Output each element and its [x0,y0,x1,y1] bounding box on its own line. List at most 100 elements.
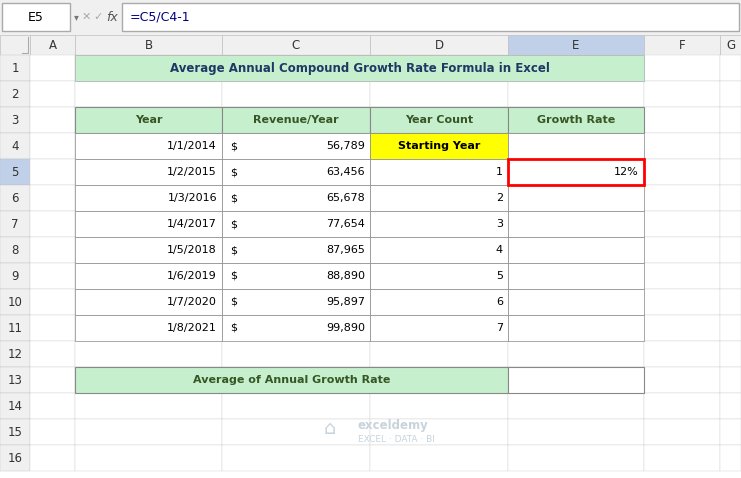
Bar [75,367,508,393]
Text: 2: 2 [496,193,503,203]
Bar [30,185,75,211]
Text: $: $ [230,167,237,177]
Bar [370,107,508,133]
Text: 4: 4 [11,140,19,152]
Bar [75,133,222,159]
Bar [222,367,370,393]
Bar [75,263,222,289]
Bar [720,35,741,55]
Bar [122,3,739,31]
Bar [222,289,370,315]
Bar [75,393,222,419]
Bar [508,341,644,367]
Bar [222,315,370,341]
Bar [30,159,75,185]
Bar [370,289,508,315]
Text: 5: 5 [11,165,19,178]
Bar [222,185,370,211]
Text: 7: 7 [496,323,503,333]
Text: D: D [434,39,444,52]
Text: 14: 14 [7,400,22,413]
Bar [644,185,720,211]
Bar [370,107,508,133]
Bar [508,133,644,159]
Bar [75,55,222,81]
Text: 1/8/2021: 1/8/2021 [167,323,217,333]
Text: 12%: 12% [614,167,639,177]
Bar [508,237,644,263]
Text: B: B [144,39,153,52]
Text: 88,890: 88,890 [326,271,365,281]
Bar [30,263,75,289]
Text: 6: 6 [11,192,19,205]
Text: =C5/C4-1: =C5/C4-1 [130,11,190,23]
Bar [75,81,222,107]
Bar [720,341,741,367]
Bar [30,445,75,471]
Bar [30,315,75,341]
Bar [30,419,75,445]
Bar [508,185,644,211]
Bar [75,185,222,211]
Bar [75,35,222,55]
Text: 1/6/2019: 1/6/2019 [167,271,217,281]
Bar [508,289,644,315]
Text: 8: 8 [11,243,19,257]
Text: ✓: ✓ [93,12,103,22]
Bar [644,445,720,471]
Bar [0,0,741,35]
Text: $: $ [230,193,237,203]
Text: Average Annual Compound Growth Rate Formula in Excel: Average Annual Compound Growth Rate Form… [170,62,549,75]
Bar [2,3,70,31]
Bar [508,237,644,263]
Bar [0,445,30,471]
Bar [222,393,370,419]
Text: 16: 16 [7,452,22,465]
Bar [508,289,644,315]
Bar [222,445,370,471]
Text: 3: 3 [11,113,19,127]
Bar [508,315,644,341]
Bar [222,263,370,289]
Text: 3: 3 [496,219,503,229]
Bar [30,237,75,263]
Text: C: C [292,39,300,52]
Bar [222,237,370,263]
Bar [222,315,370,341]
Text: Year Count: Year Count [405,115,473,125]
Bar [222,159,370,185]
Text: 13: 13 [7,373,22,387]
Bar [30,107,75,133]
Text: 1: 1 [11,62,19,75]
Bar [508,55,644,81]
Bar [720,263,741,289]
Text: G: G [726,39,735,52]
Text: 9: 9 [11,270,19,282]
Bar [370,237,508,263]
Bar [370,445,508,471]
Bar [0,185,30,211]
Bar [370,81,508,107]
Text: 65,678: 65,678 [326,193,365,203]
Bar [644,35,720,55]
Bar [370,159,508,185]
Bar [222,185,370,211]
Bar [508,159,644,185]
Bar [508,211,644,237]
Bar [30,289,75,315]
Bar [508,367,644,393]
Text: Average of Annual Growth Rate: Average of Annual Growth Rate [193,375,391,385]
Text: 1/7/2020: 1/7/2020 [167,297,217,307]
Bar [370,393,508,419]
Bar [0,107,30,133]
Bar [720,315,741,341]
Bar [720,81,741,107]
Bar [508,107,644,133]
Bar [370,263,508,289]
Bar [370,185,508,211]
Bar [370,341,508,367]
Text: $: $ [230,271,237,281]
Bar [508,211,644,237]
Bar [0,81,30,107]
Bar [644,315,720,341]
